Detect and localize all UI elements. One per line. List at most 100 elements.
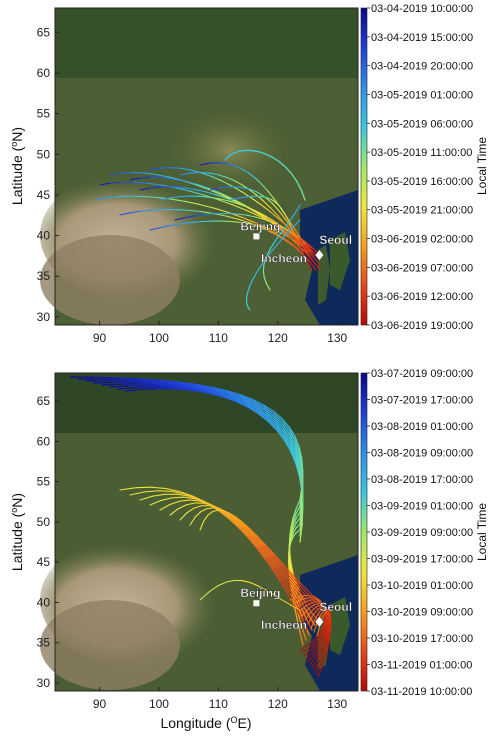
y-tick-label: 40 — [37, 595, 51, 609]
colorbar-tick-label: 03-10-2019 01:00:00 — [371, 580, 473, 592]
trajectory-segment — [309, 598, 315, 599]
trajectory-segment — [236, 187, 243, 188]
colorbar-tick-label: 03-04-2019 20:00:00 — [371, 61, 473, 73]
x-tick-label: 120 — [268, 697, 288, 711]
trajectory-segment — [120, 172, 131, 173]
y-axis-label-a: Latitude (oN) — [9, 127, 25, 205]
x-tick-label: 110 — [209, 697, 228, 711]
colorbar-tick-label: 03-11-2019 01:00:00 — [371, 660, 472, 672]
city-label: Seoul — [319, 600, 352, 614]
colorbar-tick-label: 03-10-2019 17:00:00 — [371, 633, 473, 645]
trajectory-segment — [180, 196, 190, 197]
panel-b: 30 35 40 45 50 55 60 65 90 100 110 120 130 (b) Lati… — [9, 368, 489, 731]
city-label: Beijing — [240, 219, 280, 233]
trajectory-segment — [160, 168, 170, 169]
colorbar-label-b: Local Time — [475, 503, 489, 561]
city-label: Seoul — [319, 233, 352, 247]
trajectory-segment — [172, 389, 186, 390]
trajectory-segment — [133, 382, 152, 383]
trajectory-segment — [302, 507, 303, 524]
colorbar-gradient — [361, 8, 367, 325]
colorbar-tick-label: 03-05-2019 16:00:00 — [371, 176, 473, 188]
y-tick-label: 55 — [37, 475, 51, 489]
trajectory-segment — [170, 168, 180, 169]
panel-label-b: (b) — [14, 376, 34, 393]
colorbar-tick-label: 03-04-2019 10:00:00 — [371, 3, 473, 15]
y-tick-label: 40 — [37, 229, 51, 243]
colorbar-tick-label: 03-08-2019 09:00:00 — [371, 448, 473, 460]
trajectory-segment — [239, 150, 245, 151]
colorbar-tick-label: 03-06-2019 19:00:00 — [371, 320, 473, 332]
trajectory-segment — [128, 381, 147, 382]
city-label: Incheon — [261, 251, 307, 265]
colorbar-tick-label: 03-10-2019 09:00:00 — [371, 607, 473, 619]
colorbar-tick-label: 03-11-2019 10:00:00 — [371, 686, 472, 698]
colorbar-tick-label: 03-08-2019 17:00:00 — [371, 474, 473, 486]
x-tick-label: 120 — [268, 331, 288, 345]
y-tick-label: 45 — [37, 555, 51, 569]
colorbar-label-a: Local Time — [475, 137, 489, 195]
colorbar-tick-label: 03-05-2019 06:00:00 — [371, 118, 473, 130]
y-tick-label: 60 — [37, 66, 51, 80]
trajectory-segment — [135, 387, 151, 388]
colorbar-tick-label: 03-07-2019 09:00:00 — [371, 368, 473, 380]
y-tick-label: 55 — [37, 107, 51, 121]
trajectory-segment — [140, 177, 151, 178]
trajectory-segment — [141, 389, 156, 390]
colorbar-a: 03-04-2019 10:00:00 03-04-2019 15:00:00 03… — [361, 3, 473, 332]
colorbar-tick-label: 03-07-2019 17:00:00 — [371, 395, 473, 407]
trajectory-segment — [330, 625, 331, 633]
y-tick-label: 35 — [37, 636, 51, 650]
trajectory-segment — [190, 172, 199, 173]
trajectory-segment — [116, 378, 137, 379]
trajectory-segment — [171, 187, 182, 188]
trajectory-segment — [159, 491, 172, 492]
trajectory-segment — [230, 214, 238, 215]
y-tick-label: 50 — [37, 147, 51, 161]
x-tick-label: 90 — [93, 697, 107, 711]
y-tick-label: 35 — [37, 269, 51, 283]
x-axis-label-b: Longitude (OE) — [160, 715, 251, 731]
trajectory-segment — [93, 377, 115, 378]
trajectory-segment — [122, 379, 142, 380]
colorbar-tick-label: 03-05-2019 11:00:00 — [371, 147, 472, 159]
x-tick-label: 100 — [149, 331, 169, 345]
colorbar-b: 03-07-2019 09:00:00 03-07-2019 17:00:00 03… — [361, 368, 473, 698]
trajectory-segment — [302, 491, 303, 507]
colorbar-tick-label: 03-05-2019 21:00:00 — [371, 205, 473, 217]
trajectory-segment — [173, 497, 184, 498]
trajectory-segment — [189, 500, 198, 501]
trajectory-segment — [218, 510, 224, 511]
trajectory-segment — [102, 384, 121, 385]
colorbar-tick-label: 03-09-2019 01:00:00 — [371, 501, 473, 513]
city-label: Incheon — [261, 618, 307, 632]
city-marker — [253, 600, 259, 606]
y-tick-label: 45 — [37, 188, 51, 202]
colorbar-tick-label: 03-09-2019 17:00:00 — [371, 554, 473, 566]
colorbar-tick-label: 03-05-2019 01:00:00 — [371, 89, 473, 101]
colorbar-gradient — [361, 373, 367, 691]
trajectory-segment — [289, 548, 290, 555]
y-axis-label-b: Latitude (oN) — [9, 493, 25, 571]
colorbar-tick-label: 03-06-2019 07:00:00 — [371, 262, 473, 274]
trajectory-segment — [201, 221, 211, 222]
colorbar-tick-label: 03-04-2019 15:00:00 — [371, 32, 473, 44]
colorbar-tick-label: 03-09-2019 09:00:00 — [371, 527, 473, 539]
x-tick-label: 100 — [149, 697, 169, 711]
y-tick-label: 65 — [37, 394, 51, 408]
y-tick-label: 65 — [37, 25, 51, 39]
y-tick-label: 30 — [37, 310, 51, 324]
panel-label-a: (a) — [14, 11, 34, 28]
x-tick-label: 130 — [327, 331, 347, 345]
trajectory-segment — [177, 210, 189, 211]
y-tick-label: 30 — [37, 676, 51, 690]
trajectory-segment — [94, 382, 114, 383]
y-tick-label: 50 — [37, 515, 51, 529]
x-tick-label: 90 — [93, 331, 107, 345]
city-marker — [253, 233, 259, 239]
x-tick-label: 130 — [327, 697, 347, 711]
colorbar-tick-label: 03-08-2019 01:00:00 — [371, 421, 473, 433]
colorbar-tick-label: 03-06-2019 12:00:00 — [371, 291, 473, 303]
y-tick-label: 60 — [37, 434, 51, 448]
